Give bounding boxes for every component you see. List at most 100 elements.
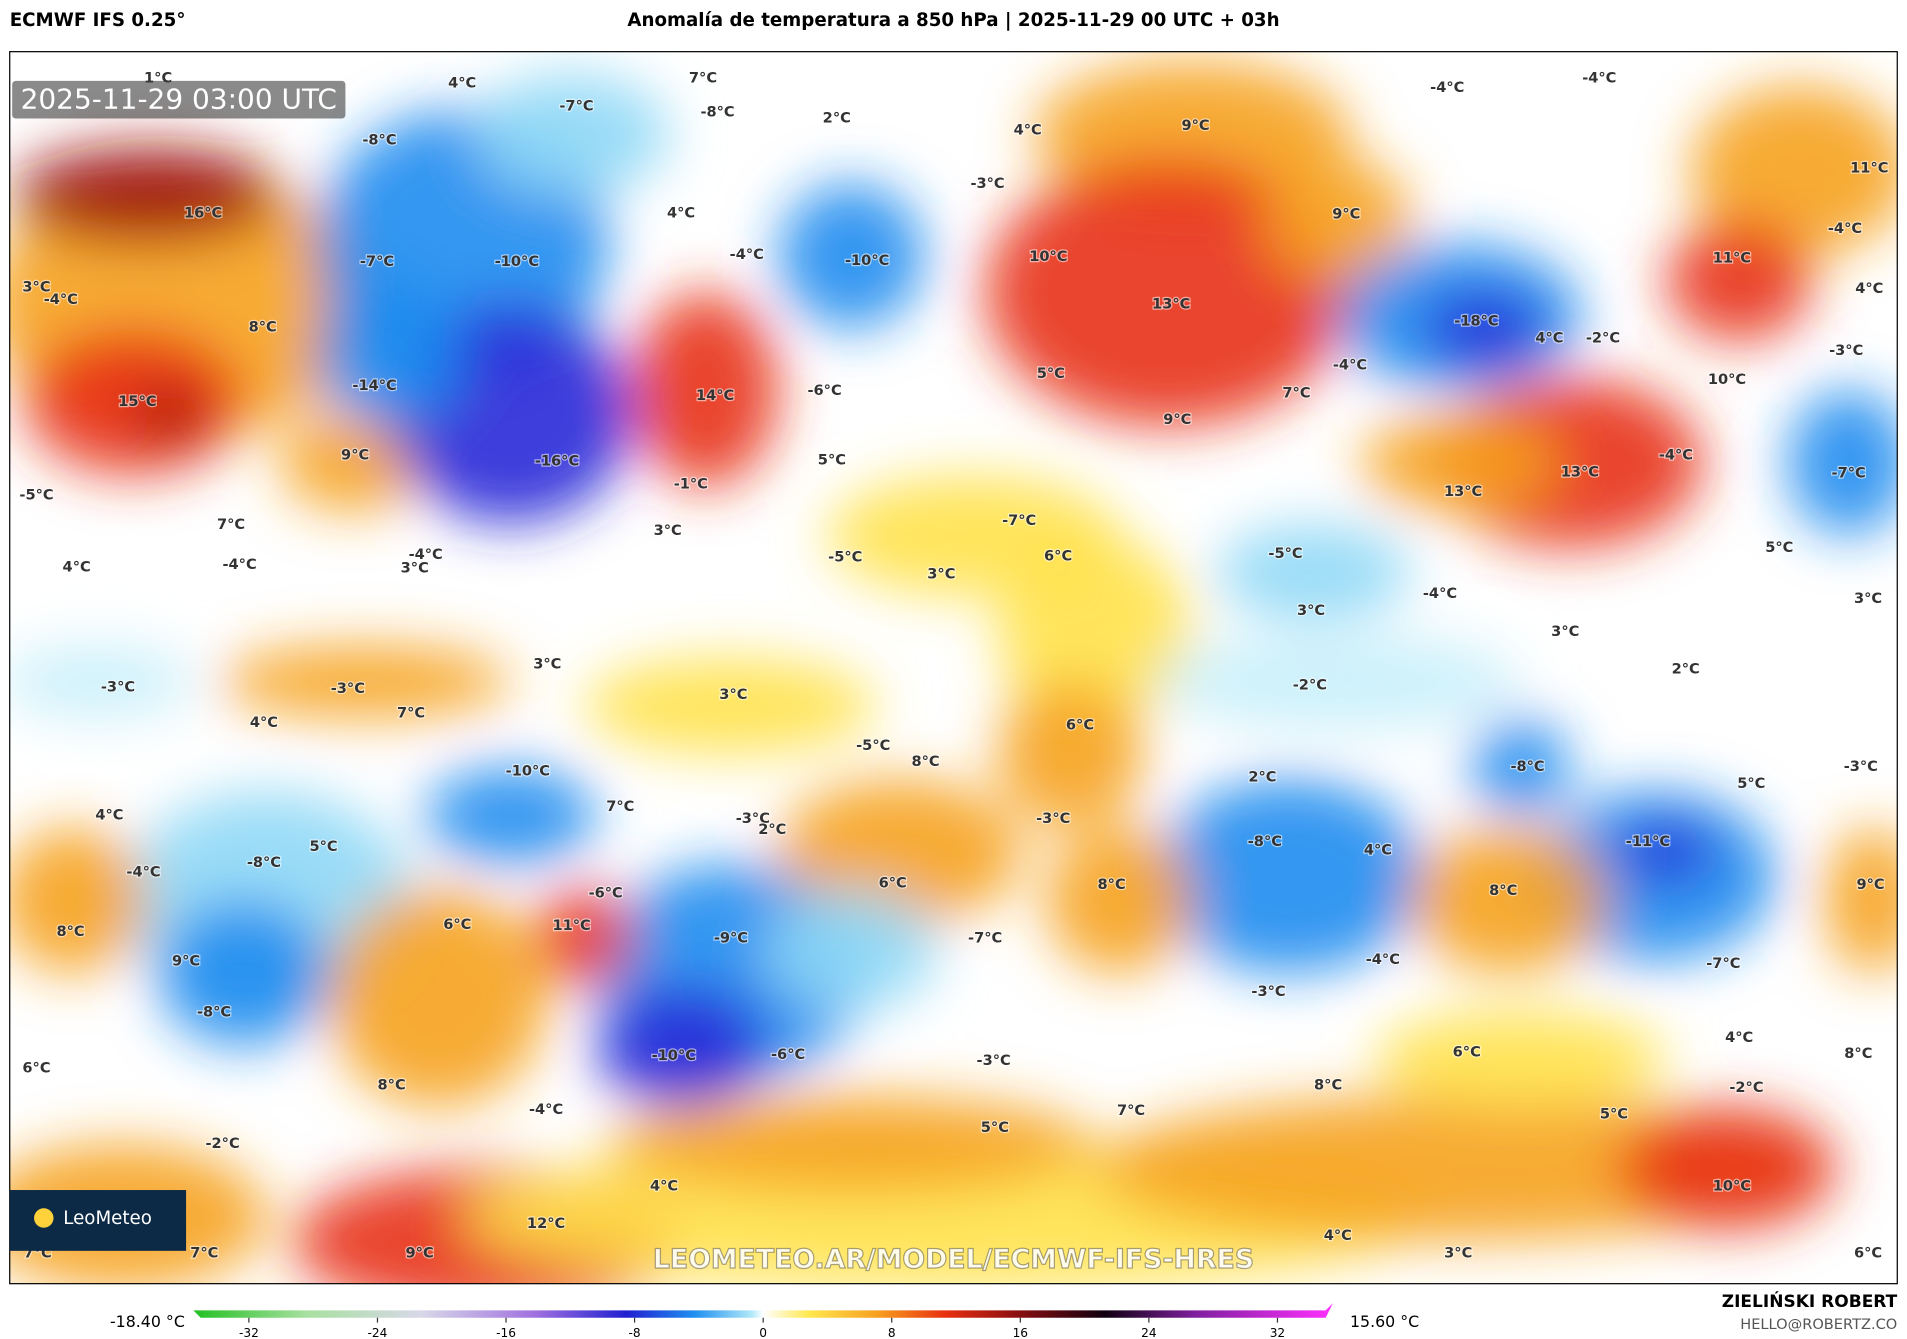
temperature-label: -8°C (197, 1003, 231, 1020)
temperature-label: 4°C (1725, 1029, 1753, 1046)
anomaly-blob (133, 389, 207, 439)
temperature-label: 9°C (1163, 411, 1191, 428)
temperature-label: -9°C (714, 929, 748, 946)
anomaly-blob (1155, 778, 1423, 974)
watermark: LEOMETEO.AR/MODEL/ECMWF-IFS-HRES (653, 1244, 1254, 1275)
temperature-label: -5°C (856, 737, 890, 754)
map-frame (9, 51, 1898, 1285)
anomaly-blob (24, 328, 244, 475)
anomaly-blob (474, 73, 669, 196)
temperature-label: -10°C (845, 252, 889, 269)
temperature-label: 15°C (118, 393, 156, 410)
temperature-label: 4°C (1855, 280, 1883, 297)
anomaly-blob (778, 183, 925, 329)
temperature-label: 11°C (1850, 159, 1888, 176)
anomaly-blob (583, 657, 876, 755)
logo-sun (34, 1208, 54, 1228)
temperature-label: 6°C (443, 916, 471, 933)
anomaly-blob (12, 146, 280, 244)
temperature-label: -4°C (409, 546, 443, 563)
anomaly-blob (1824, 827, 1898, 974)
temperature-label: 4°C (667, 204, 695, 221)
temperature-label: 16°C (184, 204, 222, 221)
temperature-label: -6°C (771, 1046, 805, 1063)
temperature-label: 5°C (818, 451, 846, 468)
temperature-label: 7°C (689, 69, 717, 86)
author: ZIELIŃSKI ROBERT (1722, 1290, 1898, 1312)
map-area: 1°C 4°C 7°C-7°C -8°C 2°C-8°C4°C 9°C-4°C-4°C11… (9, 51, 1898, 1284)
temperature-label: 5°C (1765, 539, 1793, 556)
colorbar-tick-label: 24 (1141, 1326, 1157, 1339)
temperature-label: -3°C (331, 680, 365, 697)
anomaly-blob (1362, 414, 1557, 512)
temperature-label: -8°C (700, 103, 734, 120)
anomaly-blob (279, 414, 426, 512)
anomaly-blob (9, 645, 195, 719)
temperature-label: 8°C (1844, 1045, 1872, 1062)
temperature-label: 7°C (606, 798, 634, 815)
anomaly-field (9, 61, 1898, 1284)
anomaly-blob (608, 1095, 1095, 1193)
temperature-label: 3°C (927, 566, 955, 583)
temperature-label: 8°C (1098, 876, 1126, 893)
colorbar-tick-label: 32 (1270, 1326, 1285, 1339)
temperature-label: 4°C (63, 558, 91, 575)
temperature-label: 10°C (1713, 1177, 1751, 1194)
temperature-label: -8°C (247, 854, 281, 871)
temperature-label: -2°C (1586, 330, 1620, 347)
colorbar-bar (193, 1303, 1333, 1318)
temperature-label: 8°C (1489, 882, 1517, 899)
colorbar-min: -18.40 °C (110, 1312, 185, 1331)
temperature-label: -3°C (1844, 758, 1878, 775)
colorbar-tick-label: 0 (759, 1326, 767, 1339)
anomaly-blob (158, 900, 329, 1047)
colorbar-tick-label: -8 (629, 1326, 641, 1339)
timestamp-box (12, 80, 346, 119)
anomaly-blob (1374, 1010, 1667, 1108)
anomaly-blob (1690, 85, 1898, 256)
colorbar: -32 -24 -16 -8 0 8 16 24 32 (193, 1303, 1333, 1339)
temperature-label: -7°C (559, 97, 593, 114)
anomaly-blob (1155, 633, 1521, 731)
timestamp: 2025-11-29 03:00 UTC (21, 82, 337, 115)
anomaly-blob (9, 827, 146, 974)
anomaly-blob (595, 985, 767, 1108)
temperature-label: -8°C (362, 131, 396, 148)
temperature-label: 6°C (1453, 1044, 1481, 1061)
temperature-label: 8°C (1314, 1076, 1342, 1093)
anomaly-blob (1410, 827, 1606, 974)
anomaly-blob (1666, 219, 1813, 342)
temperature-label: -8°C (1510, 758, 1544, 775)
temperature-label: -7°C (1706, 955, 1740, 972)
temperature-label: 11°C (1713, 249, 1751, 266)
temperature-label: 6°C (22, 1059, 50, 1076)
temperature-label: -4°C (730, 246, 764, 263)
temperature-label: -8°C (1248, 833, 1282, 850)
temperature-label: 3°C (1297, 602, 1325, 619)
colorbar-tick-label: 16 (1013, 1326, 1028, 1339)
contact: HELLO@ROBERTZ.CO (1740, 1316, 1897, 1333)
temperature-label: 7°C (1282, 384, 1310, 401)
anomaly-blob (218, 645, 511, 719)
temperature-label: 7°C (397, 704, 425, 721)
anomaly-blob (1216, 523, 1411, 621)
temperature-label: -2°C (1729, 1079, 1763, 1096)
temperature-label: -2°C (205, 1135, 239, 1152)
temperature-label: -2°C (1293, 676, 1327, 693)
temperature-label: -18°C (1454, 313, 1498, 330)
temperature-label: 6°C (1854, 1244, 1882, 1261)
anomaly-blob (997, 681, 1144, 828)
anomaly-blob (328, 888, 548, 1108)
colorbar-tick-label: -24 (368, 1326, 388, 1339)
temperature-label: 5°C (1737, 775, 1765, 792)
temperature-label: -3°C (1251, 983, 1285, 1000)
temperature-label: 7°C (1117, 1102, 1145, 1119)
temperature-label: -6°C (589, 884, 623, 901)
temperature-label: 2°C (1672, 661, 1700, 678)
temperature-label: 13°C (1561, 463, 1599, 480)
temperature-label: 2°C (758, 821, 786, 838)
colorbar-tick-label: -32 (239, 1326, 259, 1339)
temperature-label: -3°C (970, 175, 1004, 192)
temperature-label: 8°C (56, 923, 84, 940)
